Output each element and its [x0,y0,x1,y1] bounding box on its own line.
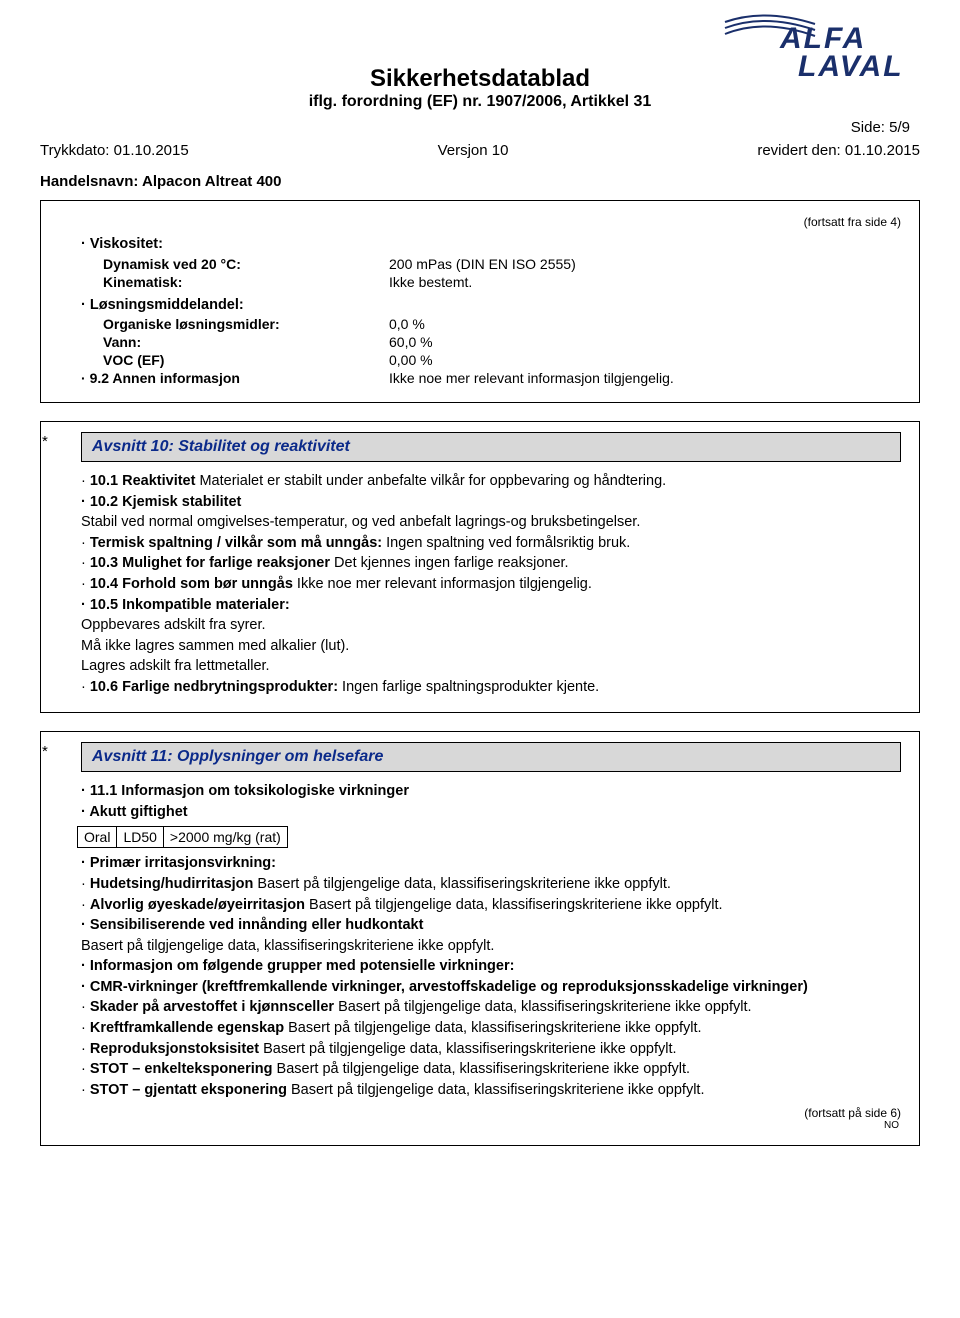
solvent-label: Løsningsmiddelandel: [59,296,901,316]
germ: Skader på arvestoffet i kjønnsceller Bas… [59,998,901,1018]
toxicity-table: Oral LD50 >2000 mg/kg (rat) [77,826,288,848]
section-10-marker: * [42,433,48,450]
kinematic-value: Ikke bestemt. [389,274,901,290]
acute-tox-label: Akutt giftighet [59,803,901,823]
revised-date: revidert den: 01.10.2015 [757,142,920,159]
continuation-next: (fortsatt på side 6) [59,1106,901,1120]
eye: Alvorlig øyeskade/øyeirritasjon Basert p… [59,896,901,916]
other-info-row: 9.2 Annen informasjon Ikke noe mer relev… [59,370,901,386]
viscosity-label: Viskositet: [59,235,901,255]
section-10-title: Avsnitt 10: Stabilitet og reaktivitet [81,432,901,462]
voc-value: 0,00 % [389,352,901,368]
water-label: Vann: [59,334,389,350]
version: Versjon 10 [438,142,509,159]
print-date: Trykkdato: 01.10.2015 [40,142,189,159]
section-11-title: Avsnitt 11: Opplysninger om helsefare [81,742,901,772]
skin: Hudetsing/hudirritasjon Basert på tilgje… [59,875,901,895]
properties-box: (fortsatt fra side 4) Viskositet: Dynami… [40,200,920,403]
doc-subtitle: iflg. forordning (EF) nr. 1907/2006, Art… [40,93,920,111]
s10-2-text: Stabil ved normal omgivelses-temperatur,… [59,513,901,533]
s10-2-label: 10.2 Kjemisk stabilitet [59,493,901,513]
info-groups: Informasjon om følgende grupper med pote… [59,957,901,977]
organic-label: Organiske løsningsmidler: [59,316,389,332]
s10-5c: Lagres adskilt fra lettmetaller. [59,657,901,677]
water-value: 60,0 % [389,334,901,350]
tox-route: Oral [78,827,117,848]
s10-5b: Må ikke lagres sammen med alkalier (lut)… [59,637,901,657]
organic-row: Organiske løsningsmidler: 0,0 % [59,316,901,332]
stot-repeat: STOT – gjentatt eksponering Basert på ti… [59,1081,901,1101]
water-row: Vann: 60,0 % [59,334,901,350]
s10-5-label: 10.5 Inkompatible materialer: [59,596,901,616]
sensitization-text: Basert på tilgjengelige data, klassifise… [59,937,901,957]
s11-1: 11.1 Informasjon om toksikologiske virkn… [59,782,901,802]
cmr: CMR-virkninger (kreftfremkallende virkni… [59,978,901,998]
section-10-box: Avsnitt 10: Stabilitet og reaktivitet 10… [40,421,920,713]
repro: Reproduksjonstoksisitet Basert på tilgje… [59,1040,901,1060]
voc-row: VOC (EF) 0,00 % [59,352,901,368]
primary-irritation: Primær irritasjonsvirkning: [59,854,901,874]
language-code: NO [59,1120,901,1131]
voc-label: VOC (EF) [59,352,389,368]
meta-row: Trykkdato: 01.10.2015 Versjon 10 revider… [40,142,920,159]
s10-3: 10.3 Mulighet for farlige reaksjoner Det… [59,554,901,574]
tox-value: >2000 mg/kg (rat) [163,827,287,848]
tox-type: LD50 [117,827,163,848]
dynamic-viscosity-row: Dynamisk ved 20 °C: 200 mPas (DIN EN ISO… [59,256,901,272]
logo-svg: ALFA LAVAL [720,10,920,85]
s10-5a: Oppbevares adskilt fra syrer. [59,616,901,636]
dynamic-label: Dynamisk ved 20 °C: [59,256,389,272]
section-11-marker: * [42,743,48,760]
s10-1: 10.1 Reaktivitet Materialet er stabilt u… [59,472,901,492]
other-info-value: Ikke noe mer relevant informasjon tilgje… [389,370,901,386]
s10-term: Termisk spaltning / vilkår som må unngås… [59,534,901,554]
kinematic-label: Kinematisk: [59,274,389,290]
s10-6: 10.6 Farlige nedbrytningsprodukter: Inge… [59,678,901,698]
continuation-prev: (fortsatt fra side 4) [59,215,901,229]
kinematic-row: Kinematisk: Ikke bestemt. [59,274,901,290]
organic-value: 0,0 % [389,316,901,332]
stot-single: STOT – enkelteksponering Basert på tilgj… [59,1060,901,1080]
s10-4: 10.4 Forhold som bør unngås Ikke noe mer… [59,575,901,595]
carc: Kreftframkallende egenskap Basert på til… [59,1019,901,1039]
svg-text:LAVAL: LAVAL [798,50,904,83]
page-number: Side: 5/9 [40,119,910,136]
company-logo: ALFA LAVAL [720,10,920,85]
section-11-box: Avsnitt 11: Opplysninger om helsefare 11… [40,731,920,1146]
dynamic-value: 200 mPas (DIN EN ISO 2555) [389,256,901,272]
other-info-label: 9.2 Annen informasjon [59,370,389,386]
product-name: Handelsnavn: Alpacon Altreat 400 [40,173,920,190]
sensitization-label: Sensibiliserende ved innånding eller hud… [59,916,901,936]
page: ALFA LAVAL Sikkerhetsdatablad iflg. foro… [0,0,960,1204]
